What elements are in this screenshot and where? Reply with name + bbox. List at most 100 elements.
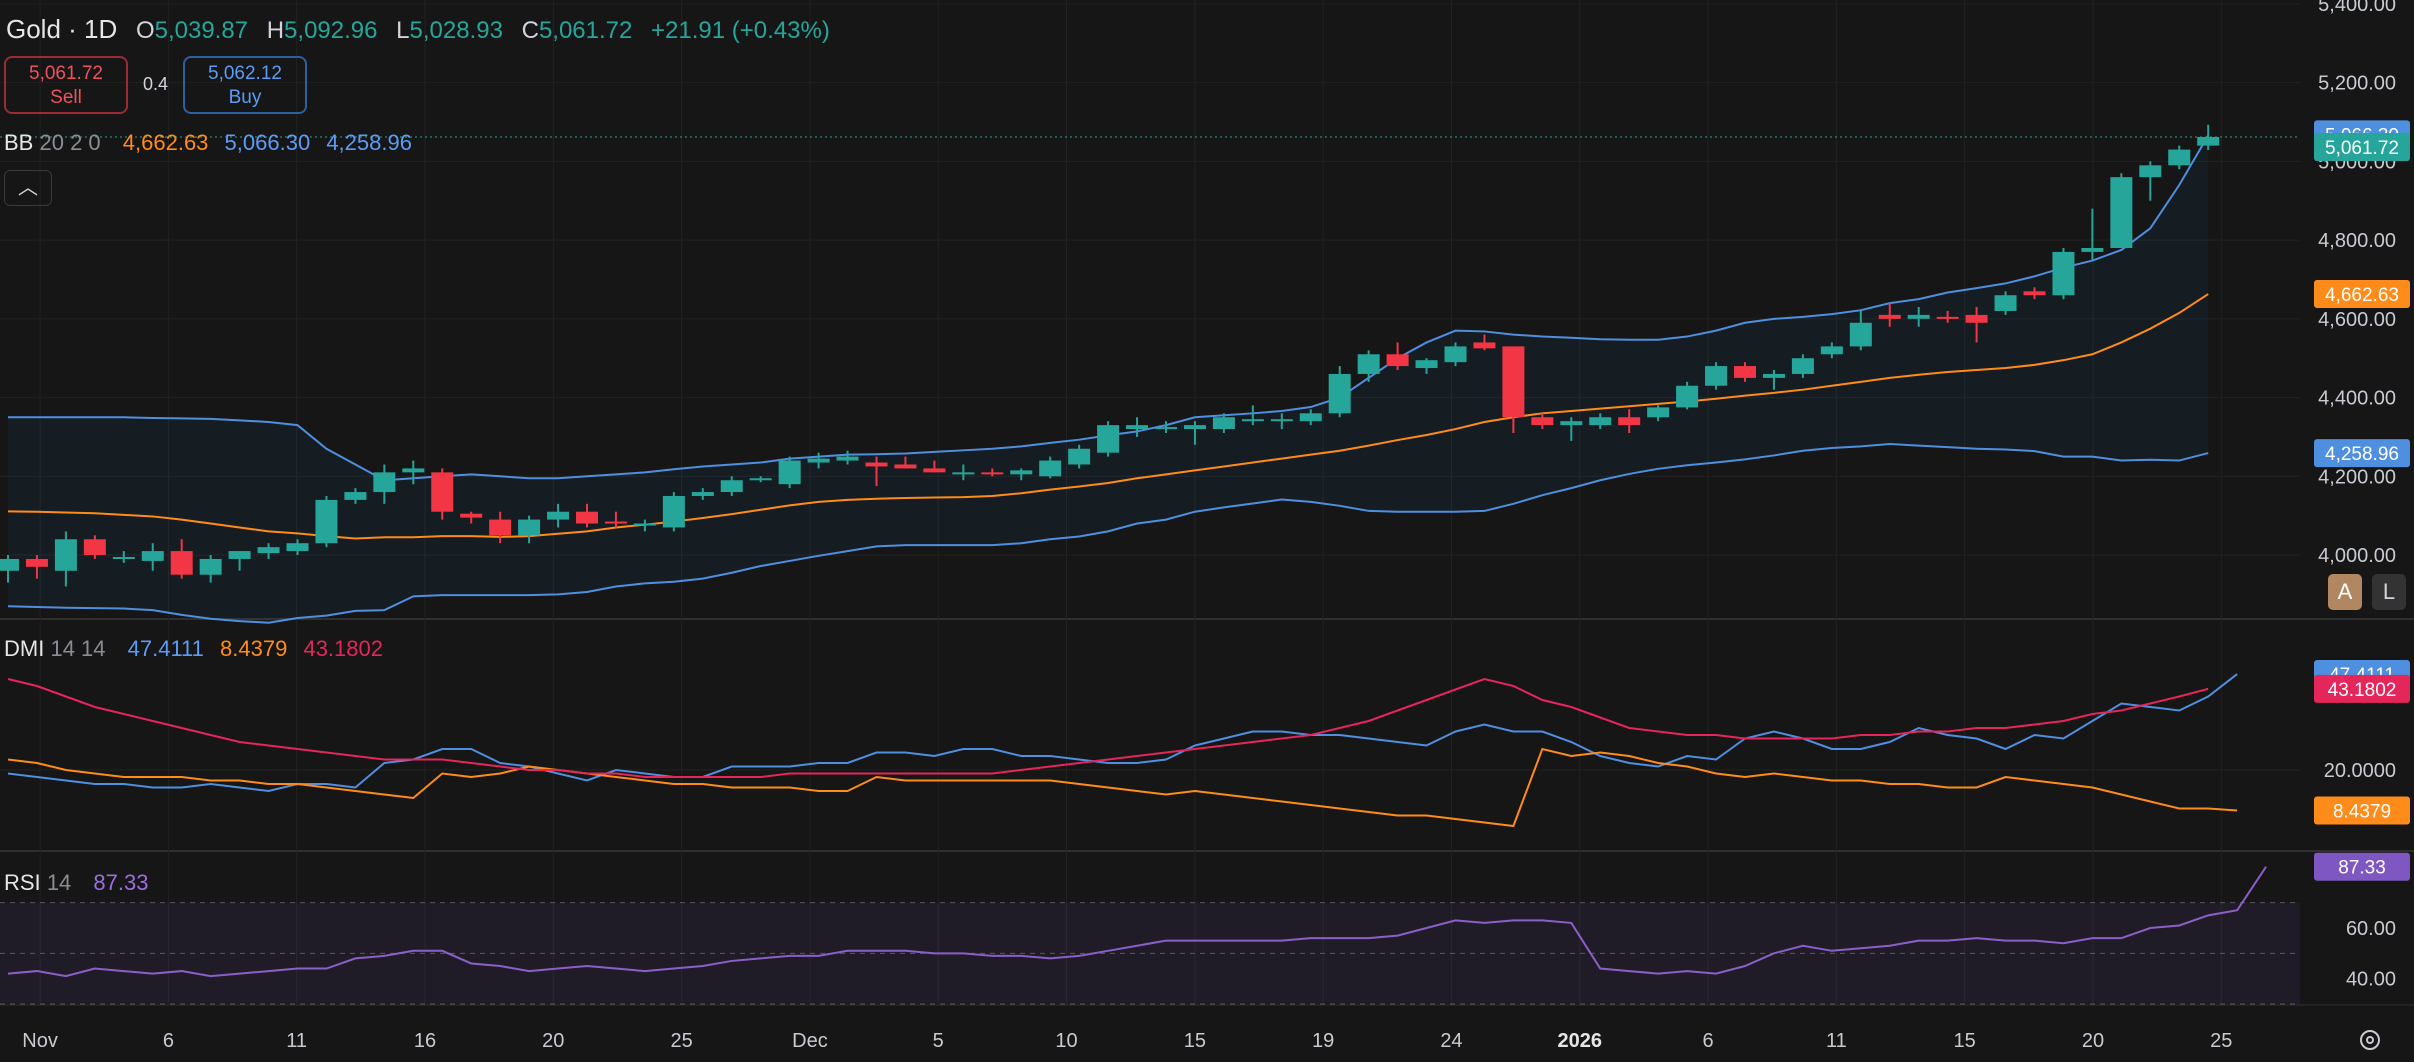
- candle-body: [547, 511, 570, 520]
- settings-icon[interactable]: [2360, 1030, 2380, 1050]
- candle-body: [1473, 342, 1496, 349]
- x-tick-label: Dec: [792, 1030, 828, 1052]
- dmi-minus-tag-bg: [2314, 796, 2410, 825]
- spread-value: 0.4: [143, 74, 169, 94]
- candle-body: [2110, 177, 2133, 248]
- rsi-tag: 87.33: [2338, 858, 2386, 879]
- candle-body: [923, 468, 946, 473]
- dmi-minus-value: 8.4379: [220, 636, 288, 661]
- dmi-adx-line: [7, 677, 2209, 778]
- candle-body: [1531, 417, 1554, 426]
- candle-body: [836, 456, 859, 461]
- chevron-up-icon: ︿: [18, 177, 38, 199]
- last-price-tag: 5,061.72: [2325, 138, 2399, 159]
- y-tick-label: 5,400.00: [2318, 0, 2396, 16]
- last-price-tag-bg: [2314, 132, 2410, 161]
- buy-price: 5,062.12: [208, 63, 282, 84]
- symbol-title[interactable]: Gold · 1D: [6, 14, 118, 44]
- candle-body: [1126, 425, 1149, 430]
- bb-basis-tag: 4,662.63: [2325, 285, 2399, 306]
- settings-icon-hub: [2366, 1036, 2374, 1044]
- candle-body: [691, 492, 714, 496]
- rsi-line: [7, 866, 2267, 978]
- candle-body: [1270, 419, 1293, 422]
- candle-body: [1183, 425, 1206, 430]
- candle-body: [344, 492, 367, 500]
- candle-body: [1878, 314, 1901, 319]
- x-tick-label: 11: [1826, 1030, 1847, 1052]
- sell-button[interactable]: 5,061.72 Sell: [4, 56, 128, 114]
- y-tick-label: 4,000.00: [2318, 545, 2396, 567]
- symbol-header: Gold · 1D O5,039.87 H5,092.96 L5,028.93 …: [6, 14, 830, 45]
- candle-body: [633, 523, 656, 526]
- candle-body: [112, 556, 135, 559]
- bb-band-fill: [8, 135, 2209, 623]
- candle-body: [778, 460, 801, 485]
- candle-body: [1386, 354, 1409, 367]
- bb-basis-tag-bg: [2314, 280, 2410, 309]
- candle-body: [2139, 165, 2162, 178]
- candle-body: [1676, 385, 1699, 408]
- candle-body: [1357, 354, 1380, 374]
- dmi-plus-line: [7, 673, 2238, 793]
- candle-body: [518, 519, 541, 536]
- open-value: 5,039.87: [154, 17, 249, 44]
- auto-scale-button[interactable]: A: [2328, 574, 2362, 610]
- rsi-params: 14: [46, 870, 72, 895]
- candle-body: [286, 543, 309, 552]
- x-tick-label: 20: [2082, 1030, 2104, 1052]
- sell-price: 5,061.72: [29, 63, 103, 84]
- candle-body: [1936, 316, 1959, 319]
- candles: [0, 124, 2220, 587]
- x-tick-label: Nov: [22, 1030, 58, 1052]
- candle-body: [2052, 251, 2075, 296]
- candle-body: [431, 472, 454, 512]
- dmi-legend[interactable]: DMI 14 14 47.4111 8.4379 43.1802: [4, 636, 383, 662]
- log-scale-button[interactable]: L: [2372, 574, 2406, 610]
- candle-body: [1791, 358, 1814, 374]
- candle-body: [1068, 448, 1091, 465]
- candle-body: [749, 478, 772, 481]
- candle-body: [1328, 373, 1351, 414]
- candle-body: [1010, 470, 1033, 475]
- bb-lower-value: 4,258.96: [326, 130, 412, 155]
- candle-body: [1155, 427, 1177, 430]
- x-tick-label: 24: [1440, 1030, 1462, 1052]
- bb-lower-tag-bg: [2314, 439, 2410, 468]
- candle-body: [1444, 346, 1467, 363]
- x-tick-label: 6: [1702, 1030, 1713, 1052]
- candle-body: [257, 547, 280, 554]
- candle-body: [460, 513, 483, 518]
- open-label: O: [135, 17, 155, 44]
- candle-body: [807, 458, 830, 463]
- dmi-minus-line: [7, 747, 2238, 828]
- candle-body: [1560, 421, 1583, 426]
- y-tick-label: 5,200.00: [2318, 73, 2396, 95]
- bb-legend[interactable]: BB 20 2 0 4,662.63 5,066.30 4,258.96: [4, 130, 412, 156]
- close-label: C: [521, 17, 539, 44]
- settings-icon-ring: [2360, 1030, 2380, 1050]
- x-tick-label: 16: [414, 1030, 436, 1052]
- high-label: H: [266, 17, 285, 44]
- rsi-legend[interactable]: RSI 14 87.33: [4, 870, 148, 896]
- y-tick-label: 4,200.00: [2318, 466, 2396, 488]
- bb-params: 20 2 0: [39, 130, 101, 155]
- candle-body: [402, 468, 425, 473]
- y-tick-label: 4,400.00: [2318, 388, 2396, 410]
- candle-body: [315, 499, 338, 544]
- candle-body: [1212, 417, 1235, 430]
- buy-button[interactable]: 5,062.12 Buy: [183, 56, 307, 114]
- candle-body: [2168, 149, 2191, 166]
- bb-basis-line: [7, 293, 2209, 540]
- rsi-value: 87.33: [93, 870, 149, 895]
- low-label: L: [396, 17, 410, 44]
- collapse-legend-button[interactable]: ︿: [4, 170, 52, 206]
- candle-body: [576, 511, 598, 524]
- bb-lower-line: [7, 443, 2209, 624]
- candle-body: [981, 472, 1004, 475]
- x-tick-label: 10: [1055, 1030, 1077, 1052]
- rsi-tag-bg: [2314, 852, 2410, 881]
- high-value: 5,092.96: [284, 17, 378, 44]
